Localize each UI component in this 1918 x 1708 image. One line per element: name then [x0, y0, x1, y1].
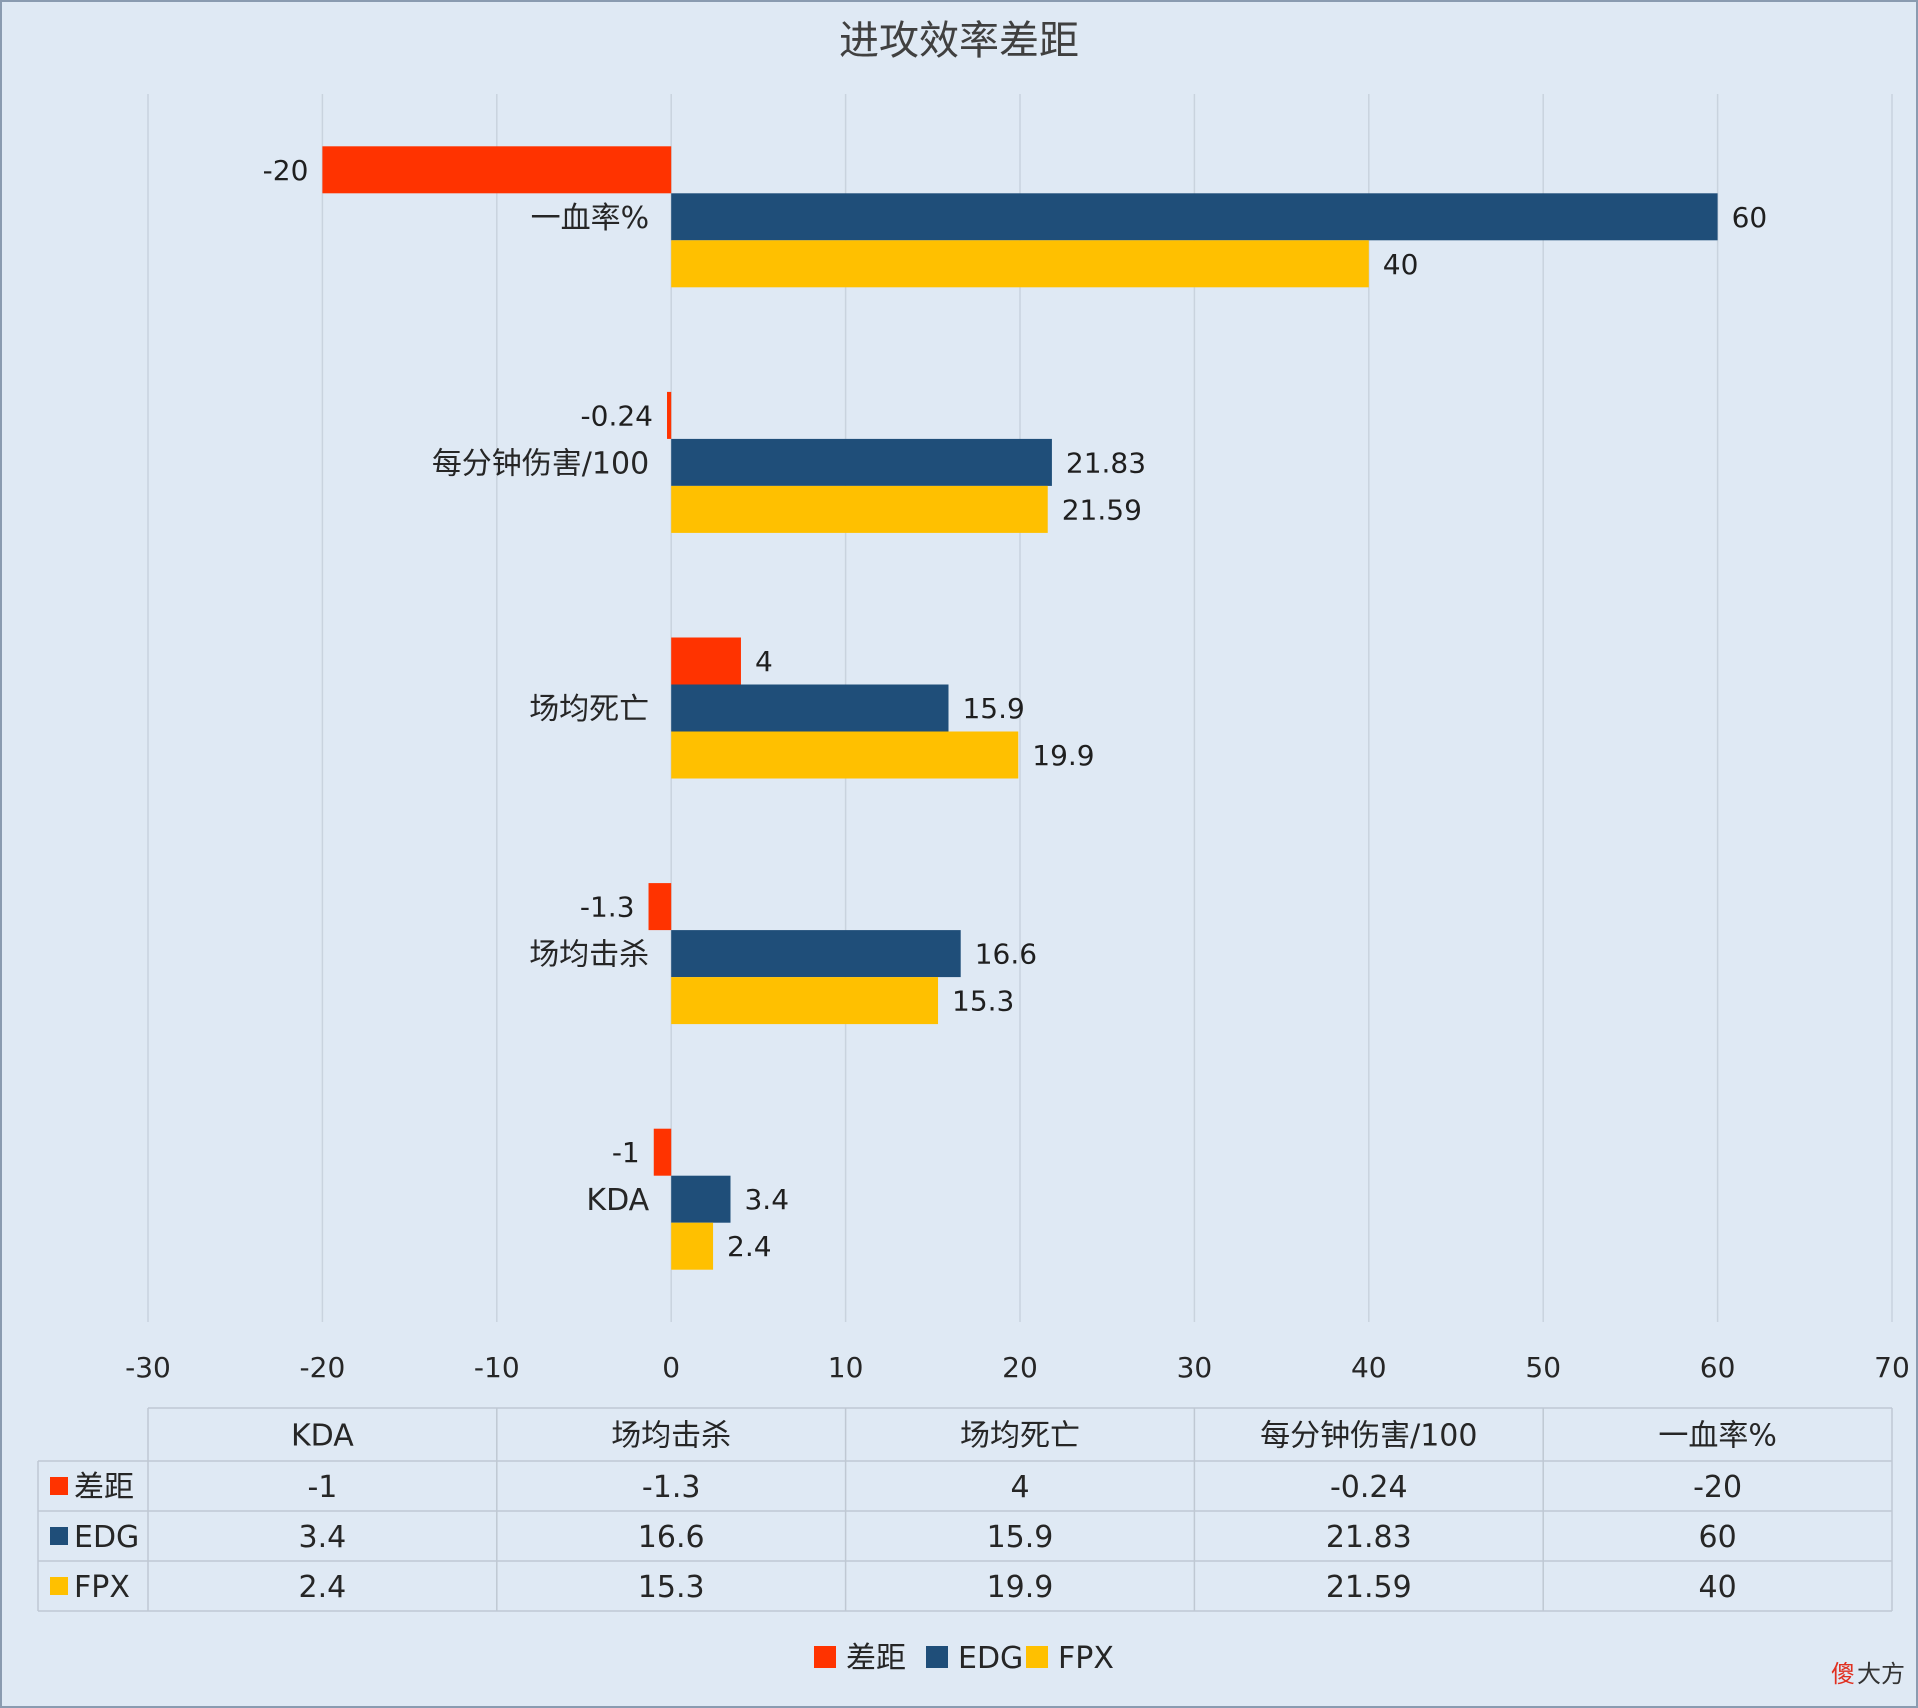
data-label: 15.3 [952, 985, 1014, 1018]
table-legend-key [50, 1527, 68, 1545]
category-label: 每分钟伤害/100 [432, 446, 649, 481]
x-tick-label: -30 [125, 1351, 171, 1384]
bar-FPX-4 [671, 240, 1369, 288]
legend-label: EDG [958, 1641, 1023, 1676]
x-tick-label: 30 [1177, 1351, 1213, 1384]
legend-label: 差距 [846, 1641, 906, 1676]
table-legend-key [50, 1477, 68, 1495]
bar-EDG-3 [671, 438, 1052, 486]
table-row-label: 差距 [74, 1470, 134, 1505]
table-cell: 19.9 [987, 1570, 1054, 1605]
bar-EDG-1 [671, 930, 961, 978]
x-tick-label: 70 [1874, 1351, 1910, 1384]
watermark-mark: 傻 [1831, 1660, 1855, 1688]
table-header-cell: 每分钟伤害/100 [1260, 1419, 1477, 1454]
table-row-label: EDG [74, 1520, 139, 1555]
watermark-text: 大方 [1857, 1660, 1905, 1688]
data-label: -1 [612, 1136, 640, 1169]
category-label: KDA [586, 1183, 649, 1218]
table-cell: 40 [1699, 1570, 1737, 1605]
data-label: 19.9 [1032, 739, 1094, 772]
x-tick-label: 50 [1525, 1351, 1561, 1384]
table-cell: -1.3 [642, 1470, 701, 1505]
bar-FPX-3 [671, 485, 1048, 533]
data-label: 3.4 [744, 1183, 789, 1216]
bar-差距-1 [648, 883, 672, 931]
table-legend-key [50, 1577, 68, 1595]
data-label: 4 [755, 645, 773, 678]
legend-label: FPX [1058, 1641, 1114, 1676]
table-cell: -0.24 [1330, 1470, 1408, 1505]
legend-swatch [1026, 1646, 1048, 1668]
chart-title: 进攻效率差距 [839, 18, 1079, 64]
table-cell: 16.6 [638, 1520, 705, 1555]
table-cell: -20 [1693, 1470, 1742, 1505]
data-label: 40 [1383, 248, 1419, 281]
data-label: 2.4 [727, 1230, 772, 1263]
legend-swatch [926, 1646, 948, 1668]
x-tick-label: -20 [300, 1351, 346, 1384]
table-cell: 15.9 [987, 1520, 1054, 1555]
table-row-label: FPX [74, 1570, 130, 1605]
bar-FPX-0 [671, 1222, 714, 1270]
data-label: -1.3 [580, 891, 635, 924]
data-label: 21.83 [1066, 446, 1146, 479]
table-cell: 4 [1010, 1470, 1029, 1505]
bar-FPX-2 [671, 731, 1019, 779]
table-header-cell: 场均死亡 [960, 1419, 1080, 1454]
table-cell: 2.4 [299, 1570, 347, 1605]
data-label: 16.6 [975, 938, 1037, 971]
legend-swatch [814, 1646, 836, 1668]
data-label: 21.59 [1062, 493, 1142, 526]
table-cell: 60 [1699, 1520, 1737, 1555]
table-header-cell: 一血率% [1658, 1419, 1777, 1454]
table-cell: -1 [307, 1470, 337, 1505]
x-tick-label: 0 [662, 1351, 680, 1384]
category-label: 一血率% [531, 201, 650, 236]
x-tick-label: 40 [1351, 1351, 1387, 1384]
x-tick-label: -10 [474, 1351, 520, 1384]
bar-差距-3 [667, 391, 672, 439]
table-cell: 21.83 [1326, 1520, 1412, 1555]
bar-FPX-1 [671, 977, 939, 1025]
bar-差距-4 [322, 146, 672, 194]
table-cell: 3.4 [299, 1520, 347, 1555]
x-tick-label: 10 [828, 1351, 864, 1384]
bar-差距-0 [653, 1128, 672, 1176]
data-label: 15.9 [962, 692, 1024, 725]
data-label: -20 [263, 154, 309, 187]
table-header-cell: KDA [291, 1419, 354, 1454]
table-header-cell: 场均击杀 [611, 1419, 731, 1454]
table-cell: 21.59 [1326, 1570, 1412, 1605]
bar-EDG-2 [671, 684, 949, 732]
bar-差距-2 [671, 637, 741, 685]
data-label: -0.24 [581, 399, 653, 432]
data-label: 60 [1732, 201, 1768, 234]
table-cell: 15.3 [638, 1570, 705, 1605]
bar-EDG-0 [671, 1175, 731, 1223]
bar-EDG-4 [671, 193, 1718, 241]
x-tick-label: 20 [1002, 1351, 1038, 1384]
category-label: 场均击杀 [529, 938, 649, 973]
x-tick-label: 60 [1700, 1351, 1736, 1384]
category-label: 场均死亡 [529, 692, 649, 727]
